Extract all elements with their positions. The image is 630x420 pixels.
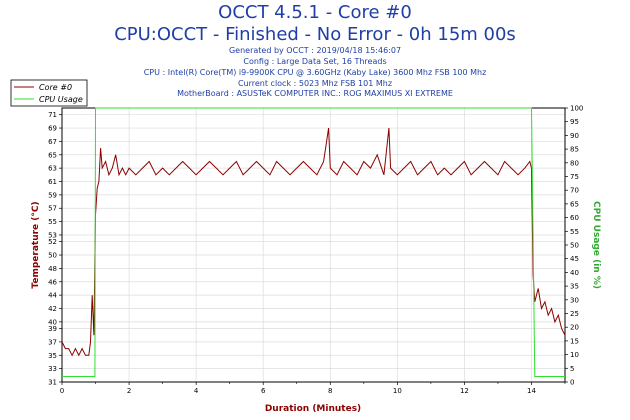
y-right-tick-label: 55 xyxy=(570,228,579,236)
legend: Core #0 CPU Usage xyxy=(10,79,88,107)
y-right-tick-label: 70 xyxy=(570,187,579,195)
y-right-tick-label: 65 xyxy=(570,200,579,208)
y-left-tick-label: 53 xyxy=(48,231,57,239)
y-left-tick-label: 40 xyxy=(48,318,57,326)
series-line-core-temperature xyxy=(61,127,566,357)
y-left-tick-label: 63 xyxy=(48,165,57,173)
y-left-tick-label: 48 xyxy=(48,265,57,273)
y-right-tick-label: 80 xyxy=(570,159,579,167)
y-right-tick-label: 90 xyxy=(570,132,579,140)
y-right-tick-label: 45 xyxy=(570,255,579,263)
chart-title: OCCT 4.5.1 - Core #0 xyxy=(218,2,412,23)
y-left-tick-label: 61 xyxy=(48,178,57,186)
info-generated: Generated by OCCT : 2019/04/18 15:46:07 xyxy=(228,46,402,55)
y-right-tick-label: 10 xyxy=(570,351,579,359)
y-axis-label-left: Temperature (°C) xyxy=(31,201,41,288)
y-right-tick-label: 20 xyxy=(570,324,579,332)
chart-subtitle: CPU:OCCT - Finished - No Error - 0h 15m … xyxy=(114,24,516,45)
y-left-tick-label: 57 xyxy=(48,205,57,213)
axis-ticks: 3133353739404244464850525355575961636567… xyxy=(48,105,583,396)
info-motherboard: MotherBoard : ASUSTeK COMPUTER INC.: ROG… xyxy=(177,89,453,98)
info-clock: Current clock : 5023 Mhz FSB 101 Mhz xyxy=(237,79,393,88)
y-axis-label-right: CPU Usage (in %) xyxy=(591,201,601,289)
x-tick-label: 14 xyxy=(527,387,536,395)
y-right-tick-label: 95 xyxy=(570,118,579,126)
y-left-tick-label: 71 xyxy=(48,111,57,119)
y-left-tick-label: 42 xyxy=(48,305,57,313)
legend-label-usage: CPU Usage xyxy=(39,95,83,104)
y-left-tick-label: 46 xyxy=(48,278,57,286)
x-tick-label: 2 xyxy=(127,387,131,395)
x-tick-label: 8 xyxy=(328,387,332,395)
y-left-tick-label: 55 xyxy=(48,218,57,226)
x-tick-label: 0 xyxy=(60,387,64,395)
y-left-tick-label: 50 xyxy=(48,252,57,260)
y-left-tick-label: 52 xyxy=(48,238,57,246)
y-right-tick-label: 0 xyxy=(570,379,574,387)
x-tick-label: 12 xyxy=(460,387,469,395)
y-right-tick-label: 75 xyxy=(570,173,579,181)
info-config: Config : Large Data Set, 16 Threads xyxy=(243,57,387,66)
y-left-tick-label: 67 xyxy=(48,138,57,146)
y-right-tick-label: 100 xyxy=(570,105,583,113)
y-left-tick-label: 33 xyxy=(48,365,57,373)
series-lines xyxy=(61,107,566,377)
x-tick-label: 10 xyxy=(393,387,402,395)
y-left-tick-label: 59 xyxy=(48,191,57,199)
x-tick-label: 6 xyxy=(261,387,266,395)
y-right-tick-label: 5 xyxy=(570,365,574,373)
y-right-tick-label: 60 xyxy=(570,214,579,222)
info-cpu: CPU : Intel(R) Core(TM) i9-9900K CPU @ 3… xyxy=(143,68,487,77)
series-line-cpu-usage xyxy=(62,107,565,377)
legend-label-core: Core #0 xyxy=(39,83,72,92)
y-left-tick-label: 39 xyxy=(48,325,57,333)
y-right-tick-label: 35 xyxy=(570,283,579,291)
y-left-tick-label: 37 xyxy=(48,338,57,346)
y-left-tick-label: 31 xyxy=(48,379,57,387)
y-right-tick-label: 25 xyxy=(570,310,579,318)
legend-box xyxy=(10,79,88,107)
plot-frame xyxy=(61,107,566,383)
x-axis-label: Duration (Minutes) xyxy=(265,404,361,414)
y-right-tick-label: 30 xyxy=(570,296,579,304)
y-left-tick-label: 35 xyxy=(48,352,57,360)
y-left-tick-label: 69 xyxy=(48,125,57,133)
y-right-tick-label: 40 xyxy=(570,269,579,277)
y-right-tick-label: 50 xyxy=(570,242,579,250)
grid-lines xyxy=(61,108,565,383)
y-left-tick-label: 44 xyxy=(48,292,57,300)
y-right-tick-label: 15 xyxy=(570,337,579,345)
y-left-tick-label: 65 xyxy=(48,151,57,159)
x-tick-label: 4 xyxy=(194,387,199,395)
y-right-tick-label: 85 xyxy=(570,146,579,154)
